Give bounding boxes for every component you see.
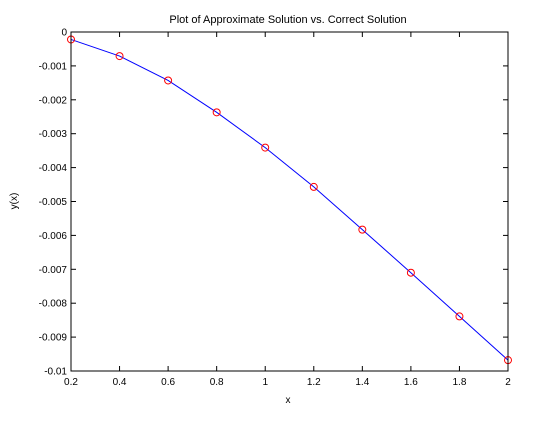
y-tick-label: -0.008 bbox=[39, 299, 68, 310]
tick-labels: 0.2 0.4 0.6 0.8 1 1.2 1.4 1.6 1.8 2 0 -0.001 -0.002 -… bbox=[39, 28, 512, 389]
x-axis-title: x bbox=[286, 395, 291, 406]
series-layer bbox=[67, 35, 512, 365]
data-point-marker bbox=[164, 76, 173, 85]
plot-area bbox=[71, 32, 508, 371]
chart-title: Plot of Approximate Solution vs. Correct… bbox=[169, 14, 406, 26]
x-tick-label: 1.6 bbox=[404, 377, 418, 388]
y-tick-label: -0.01 bbox=[44, 367, 67, 378]
ticks bbox=[70, 31, 509, 372]
y-tick-label: -0.007 bbox=[39, 265, 68, 276]
data-point-marker bbox=[212, 108, 221, 117]
y-tick-label: -0.003 bbox=[39, 129, 68, 140]
y-tick-label: -0.002 bbox=[39, 95, 68, 106]
x-tick-label: 1.2 bbox=[307, 377, 321, 388]
x-tick-label: 1.8 bbox=[452, 377, 466, 388]
y-tick-label: 0 bbox=[61, 28, 67, 39]
data-point-marker bbox=[115, 52, 124, 61]
y-tick-label: -0.005 bbox=[39, 197, 68, 208]
x-tick-label: 1 bbox=[262, 377, 268, 388]
y-tick-label: -0.004 bbox=[39, 163, 68, 174]
data-point-marker bbox=[309, 182, 318, 191]
y-tick-label: -0.009 bbox=[39, 333, 68, 344]
y-tick-label: -0.001 bbox=[39, 61, 68, 72]
plot-frame bbox=[70, 31, 509, 372]
x-tick-label: 0.2 bbox=[64, 377, 78, 388]
data-point-marker bbox=[406, 268, 415, 277]
y-tick-label: -0.006 bbox=[39, 231, 68, 242]
x-tick-label: 0.4 bbox=[113, 377, 127, 388]
data-point-marker bbox=[261, 143, 270, 152]
series-line bbox=[70, 38, 509, 361]
x-tick-label: 0.8 bbox=[210, 377, 224, 388]
data-point-marker bbox=[358, 225, 367, 234]
y-axis-title: y(x) bbox=[9, 193, 20, 210]
x-tick-label: 0.6 bbox=[161, 377, 175, 388]
x-tick-label: 1.4 bbox=[355, 377, 369, 388]
x-tick-label: 2 bbox=[505, 377, 511, 388]
data-point-marker bbox=[455, 312, 464, 321]
